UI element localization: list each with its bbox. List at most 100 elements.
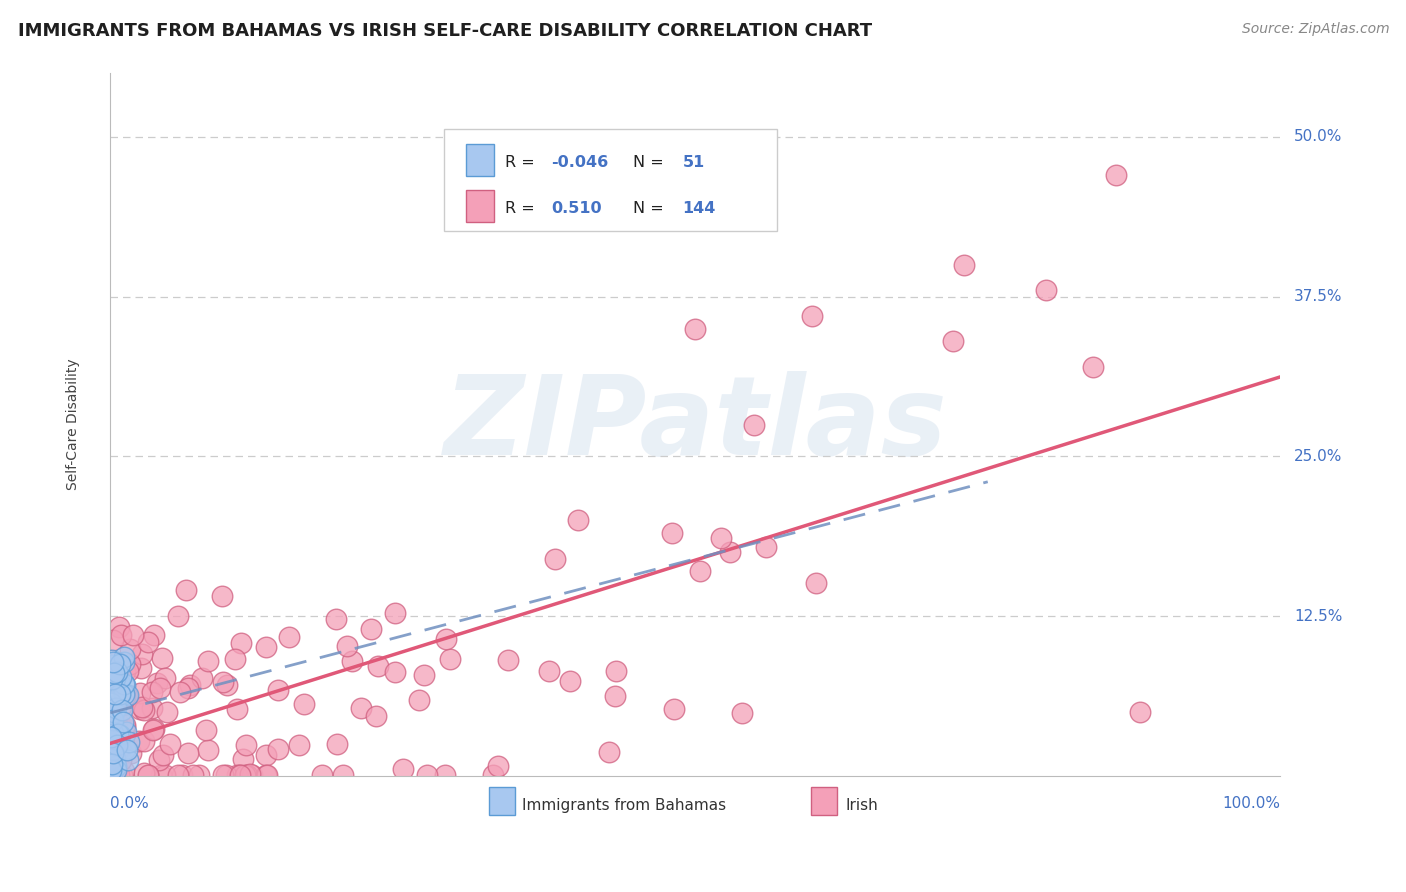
Point [233,768,256,782]
Point [661,526,683,541]
Point [122,628,145,642]
Point [718,545,741,559]
Point [360,623,382,637]
Point [104,701,127,715]
Text: Self-Care Disability: Self-Care Disability [66,359,80,491]
Point [413,668,436,682]
Point [254,748,277,763]
Point [117,689,139,703]
Point [804,575,827,590]
Point [108,687,131,701]
Point [177,681,200,695]
Point [187,768,209,782]
Point [1081,359,1104,374]
Point [231,636,253,650]
Point [226,768,249,782]
Point [170,768,193,782]
Point [391,762,413,776]
Text: 0.0%: 0.0% [110,796,149,811]
Text: Source: ZipAtlas.com: Source: ZipAtlas.com [1241,22,1389,37]
Point [239,767,262,781]
Point [101,707,124,722]
Point [114,741,136,756]
Text: 12.5%: 12.5% [1295,609,1343,624]
Point [100,699,122,714]
Point [101,756,124,771]
Point [101,765,124,780]
Text: 25.0%: 25.0% [1295,449,1343,464]
Point [236,768,259,782]
Point [112,650,135,665]
Point [138,768,160,782]
Point [226,702,249,716]
Point [689,564,711,578]
FancyBboxPatch shape [811,788,837,815]
Point [104,757,127,772]
Point [254,768,277,782]
Point [117,735,139,749]
Point [100,696,122,710]
Point [224,651,246,665]
Point [107,727,129,741]
Point [104,738,127,752]
Point [292,697,315,711]
Point [104,768,127,782]
Point [110,717,132,731]
Point [108,768,131,782]
Point [132,766,155,780]
Point [115,725,138,739]
Point [101,653,124,667]
Point [167,768,190,782]
Point [567,513,589,527]
Point [117,664,139,678]
Point [212,675,235,690]
Point [228,768,250,782]
Text: 0.510: 0.510 [551,202,602,216]
Point [229,768,252,782]
Point [434,632,457,647]
Text: Immigrants from Bahamas: Immigrants from Bahamas [522,798,727,814]
Point [141,701,163,715]
Point [1105,168,1128,182]
Point [232,752,254,766]
Text: N =: N = [633,202,664,216]
Point [366,709,388,723]
Point [108,728,131,742]
Point [149,768,172,782]
Point [131,648,153,662]
Point [136,634,159,648]
Point [710,531,733,545]
Point [153,671,176,685]
Point [416,768,439,782]
Point [103,751,125,765]
FancyBboxPatch shape [465,144,494,177]
Point [105,738,128,752]
Point [117,753,139,767]
Point [108,657,131,672]
Point [179,678,201,692]
Point [132,703,155,717]
Point [111,703,134,717]
Point [101,665,124,679]
Point [486,759,509,773]
Point [288,738,311,752]
Point [105,686,128,700]
Text: 100.0%: 100.0% [1222,796,1281,811]
Point [107,743,129,757]
Point [112,656,135,670]
Point [136,768,159,782]
FancyBboxPatch shape [489,788,515,815]
Point [482,768,505,782]
Point [110,670,132,684]
Point [104,671,127,685]
Point [104,752,127,766]
Point [605,689,627,703]
Point [683,321,706,335]
Text: IMMIGRANTS FROM BAHAMAS VS IRISH SELF-CARE DISABILITY CORRELATION CHART: IMMIGRANTS FROM BAHAMAS VS IRISH SELF-CA… [18,22,872,40]
Point [242,768,264,782]
Point [100,751,122,765]
Point [177,746,200,760]
Point [120,657,142,672]
Point [311,768,333,782]
Point [332,768,354,782]
